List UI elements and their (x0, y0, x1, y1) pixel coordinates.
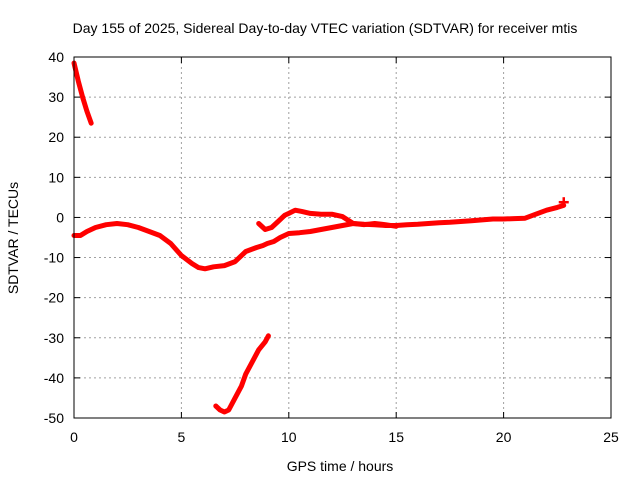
y-tick-label: -10 (44, 250, 64, 266)
x-tick-label: 0 (70, 429, 78, 445)
y-tick-label: -50 (44, 410, 64, 426)
series-segment-2 (71, 202, 567, 272)
x-axis-label: GPS time / hours (287, 458, 394, 474)
y-axis-label: SDTVAR / TECUs (5, 182, 21, 294)
y-tick-label: 40 (48, 49, 64, 65)
series-segment-4 (256, 207, 399, 232)
y-tick-label: 0 (56, 209, 64, 225)
x-tick-label: 5 (178, 429, 186, 445)
end-marker (558, 197, 569, 208)
series-layer (71, 60, 569, 415)
y-tick-label: 10 (48, 169, 64, 185)
y-tick-label: -30 (44, 330, 64, 346)
series-segment-3 (213, 333, 271, 415)
y-tick-label: 30 (48, 89, 64, 105)
x-tick-label: 10 (281, 429, 297, 445)
y-tick-label: 20 (48, 129, 64, 145)
grid-layer (74, 57, 611, 418)
series-segment-1 (71, 60, 94, 126)
x-tick-label: 20 (496, 429, 512, 445)
y-tick-label: -20 (44, 290, 64, 306)
y-tick-labels: 40 30 20 10 0 -10 -20 -30 -40 -50 (44, 49, 64, 426)
y-tick-label: -40 (44, 370, 64, 386)
x-tick-label: 15 (388, 429, 404, 445)
x-tick-label: 25 (603, 429, 619, 445)
plot-frame (73, 56, 612, 419)
chart-title: Day 155 of 2025, Sidereal Day-to-day VTE… (73, 20, 578, 36)
tick-layer (73, 56, 612, 419)
x-tick-labels: 0 5 10 15 20 25 (70, 429, 619, 445)
